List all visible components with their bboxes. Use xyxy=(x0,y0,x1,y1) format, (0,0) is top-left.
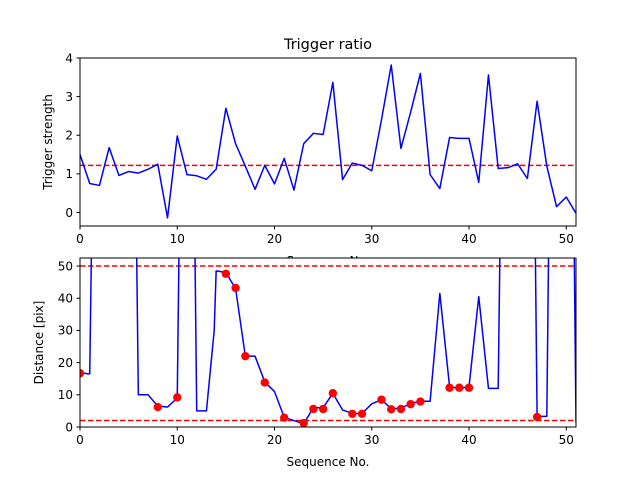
data-point-4 xyxy=(221,269,231,278)
x-tick-label: 0 xyxy=(76,433,84,447)
x-tick-label: 30 xyxy=(364,232,379,246)
data-point-11 xyxy=(318,404,328,414)
y-tick-label: 40 xyxy=(58,292,73,306)
subplot-2-background xyxy=(80,258,576,427)
data-point-16 xyxy=(387,405,396,414)
subplot-1: 0 10 20 30 40 50 0 1 2 3 4 Trigger strength Trigger … xyxy=(41,37,577,246)
x-tick-label: 40 xyxy=(461,232,476,246)
x-tick-label: 20 xyxy=(267,232,282,246)
data-point-12 xyxy=(328,389,338,398)
data-point-5 xyxy=(231,283,240,293)
chart-title: Trigger ratio xyxy=(283,37,372,53)
data-point-18 xyxy=(406,399,415,409)
axes-frame xyxy=(79,57,577,227)
y-tick-label: 3 xyxy=(65,90,73,104)
data-point-22 xyxy=(464,383,474,392)
y-tick-label: 10 xyxy=(58,388,73,402)
data-point-3 xyxy=(173,393,182,402)
subplot-2: 0 10 20 30 40 50 0 10 20 30 40 50 Sequence No. Distan… xyxy=(32,257,577,469)
data-point-2 xyxy=(153,402,163,412)
data-point-1 xyxy=(80,369,85,378)
data-point-23 xyxy=(532,412,542,422)
data-point-6 xyxy=(241,351,250,361)
y-tick-label: 2 xyxy=(65,129,73,143)
x-tick-label: 0 xyxy=(76,232,84,246)
y-tick-label: 20 xyxy=(58,356,73,370)
y-tick-label: 1 xyxy=(65,167,73,181)
y-tick-label: 4 xyxy=(65,51,73,65)
data-point-13 xyxy=(348,409,357,419)
plot-area xyxy=(80,258,576,427)
x-axis-label: Sequence No. xyxy=(287,455,370,469)
data-point-9 xyxy=(299,418,308,427)
y-axis-label: Trigger strength xyxy=(41,94,55,191)
series-line xyxy=(80,64,576,219)
x-tick-label: 10 xyxy=(170,232,185,246)
x-tick-label: 30 xyxy=(364,433,379,447)
y-axis-label: Distance [pix] xyxy=(32,301,46,385)
series-line xyxy=(80,258,576,425)
x-tick-label: 50 xyxy=(559,433,574,447)
y-tick-label: 0 xyxy=(65,206,73,220)
x-tick-label: 10 xyxy=(170,433,185,447)
axes-frame xyxy=(79,257,577,428)
data-point-19 xyxy=(416,397,425,406)
data-point-7 xyxy=(260,378,269,387)
data-point-17 xyxy=(396,404,406,414)
data-point-10 xyxy=(309,404,318,414)
data-point-20 xyxy=(445,383,454,392)
y-tick-label: 50 xyxy=(58,259,73,273)
x-tick-label: 20 xyxy=(267,433,282,447)
plot-area xyxy=(80,64,576,219)
y-tick-label: 30 xyxy=(58,324,73,338)
data-point-8 xyxy=(280,413,289,422)
y-tick-label: 0 xyxy=(65,420,73,434)
data-point-14 xyxy=(357,409,367,419)
data-point-15 xyxy=(377,395,386,404)
x-tick-label: 40 xyxy=(461,433,476,447)
data-point-21 xyxy=(455,383,464,392)
x-tick-label: 50 xyxy=(559,232,574,246)
